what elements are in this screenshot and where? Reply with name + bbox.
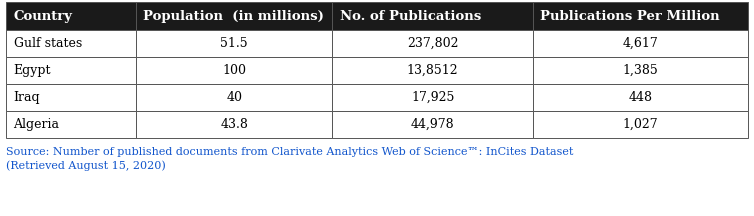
- Text: Population  (in millions): Population (in millions): [143, 10, 324, 23]
- Bar: [6, 111, 136, 138]
- Bar: [533, 2, 748, 30]
- Bar: [6, 30, 136, 57]
- Bar: [333, 30, 533, 57]
- Text: Source: Number of published documents from Clarivate Analytics Web of Science™: : Source: Number of published documents fr…: [6, 147, 573, 171]
- Text: Country: Country: [14, 10, 72, 23]
- Text: 1,385: 1,385: [623, 64, 658, 77]
- Text: Publications Per Million: Publications Per Million: [541, 10, 720, 23]
- Text: 100: 100: [222, 64, 246, 77]
- Bar: [6, 57, 136, 84]
- Bar: [136, 2, 333, 30]
- Text: No. of Publications: No. of Publications: [340, 10, 481, 23]
- Bar: [533, 30, 748, 57]
- Bar: [533, 111, 748, 138]
- Bar: [6, 2, 136, 30]
- Text: Algeria: Algeria: [14, 118, 60, 131]
- Text: 237,802: 237,802: [407, 37, 458, 50]
- Bar: [333, 2, 533, 30]
- Bar: [533, 57, 748, 84]
- Text: 4,617: 4,617: [623, 37, 658, 50]
- Bar: [533, 84, 748, 111]
- Bar: [136, 57, 333, 84]
- Text: 40: 40: [226, 91, 242, 104]
- Bar: [333, 57, 533, 84]
- Text: 51.5: 51.5: [220, 37, 248, 50]
- Text: Egypt: Egypt: [14, 64, 51, 77]
- Text: 13,8512: 13,8512: [407, 64, 458, 77]
- Text: 17,925: 17,925: [411, 91, 455, 104]
- Bar: [136, 30, 333, 57]
- Text: 448: 448: [628, 91, 652, 104]
- Text: Gulf states: Gulf states: [14, 37, 82, 50]
- Text: Iraq: Iraq: [14, 91, 40, 104]
- Bar: [136, 111, 333, 138]
- Bar: [6, 84, 136, 111]
- Text: 1,027: 1,027: [623, 118, 658, 131]
- Bar: [136, 84, 333, 111]
- Text: 43.8: 43.8: [220, 118, 248, 131]
- Bar: [333, 111, 533, 138]
- Bar: [333, 84, 533, 111]
- Text: 44,978: 44,978: [411, 118, 455, 131]
